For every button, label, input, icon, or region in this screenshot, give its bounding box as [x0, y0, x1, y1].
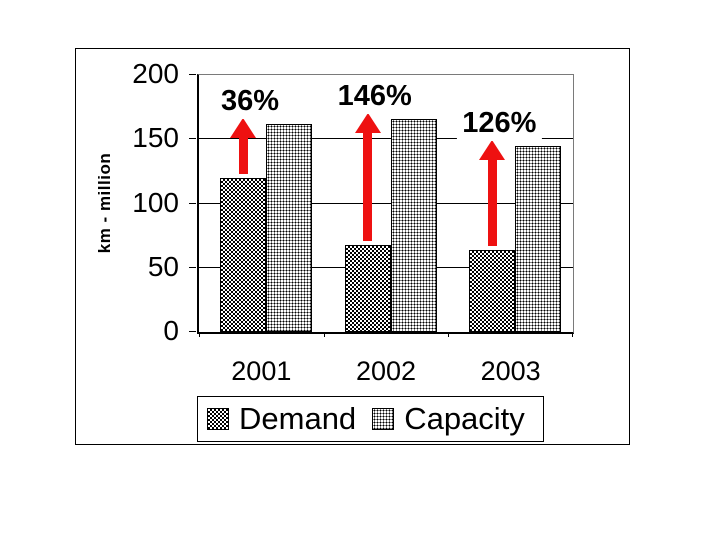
legend-item-capacity: Capacity [372, 401, 525, 437]
y-tick-label-200: 200 [132, 58, 179, 89]
y-tick-label-100: 100 [132, 186, 179, 218]
bar-demand-2003 [469, 249, 516, 332]
legend-swatch-demand-icon [207, 408, 229, 430]
chart-frame: km - million 36% 2001 146% 2002 126% 2003 Dem… [75, 48, 630, 445]
gridline-100 [199, 202, 573, 204]
y-tick-label-150: 150 [132, 122, 179, 154]
arrow-shaft [487, 159, 497, 246]
legend-swatch-capacity-icon [372, 408, 395, 430]
bar-demand-2001 [220, 177, 266, 332]
percent-annotation-2001: 36% [215, 83, 285, 120]
x-tick-mark-2001 [199, 332, 200, 337]
percent-annotation-2003: 126% [457, 105, 542, 142]
y-tick-mark-100 [189, 202, 196, 204]
x-tick-label-2001: 2001 [231, 356, 292, 386]
x-tick-label-2003: 2003 [480, 356, 541, 386]
bar-capacity-2001 [266, 123, 312, 332]
arrow-head-icon [479, 139, 506, 160]
y-tick-mark-150 [189, 138, 196, 140]
arrow-head-icon [354, 112, 381, 133]
bar-demand-2002 [344, 244, 391, 332]
y-tick-label-0: 0 [163, 315, 179, 346]
bar-capacity-2002 [390, 118, 437, 332]
growth-arrow-2001 [230, 117, 256, 174]
x-tick-mark-end [572, 332, 573, 337]
percent-annotation-2002: 146% [332, 78, 417, 115]
x-tick-mark-2003 [448, 332, 450, 337]
plot-area: 36% 2001 146% 2002 126% 2003 [197, 74, 574, 386]
bar-capacity-2003 [515, 145, 562, 332]
legend-item-demand: Demand [207, 401, 356, 437]
growth-arrow-2002 [354, 112, 381, 241]
y-tick-mark-0 [189, 331, 196, 332]
legend: Demand Capacity [197, 396, 544, 442]
x-tick-mark-2002 [323, 332, 325, 337]
legend-label-demand: Demand [239, 401, 357, 436]
growth-arrow-2003 [479, 139, 506, 246]
arrow-head-icon [230, 117, 256, 138]
y-tick-mark-50 [189, 266, 196, 268]
y-tick-mark-200 [189, 74, 196, 75]
arrow-shaft [363, 132, 373, 241]
gridline-150 [199, 138, 573, 140]
legend-label-capacity: Capacity [404, 401, 525, 436]
x-tick-label-2002: 2002 [355, 356, 417, 386]
arrow-shaft [238, 137, 248, 174]
y-tick-label-50: 50 [147, 250, 179, 282]
